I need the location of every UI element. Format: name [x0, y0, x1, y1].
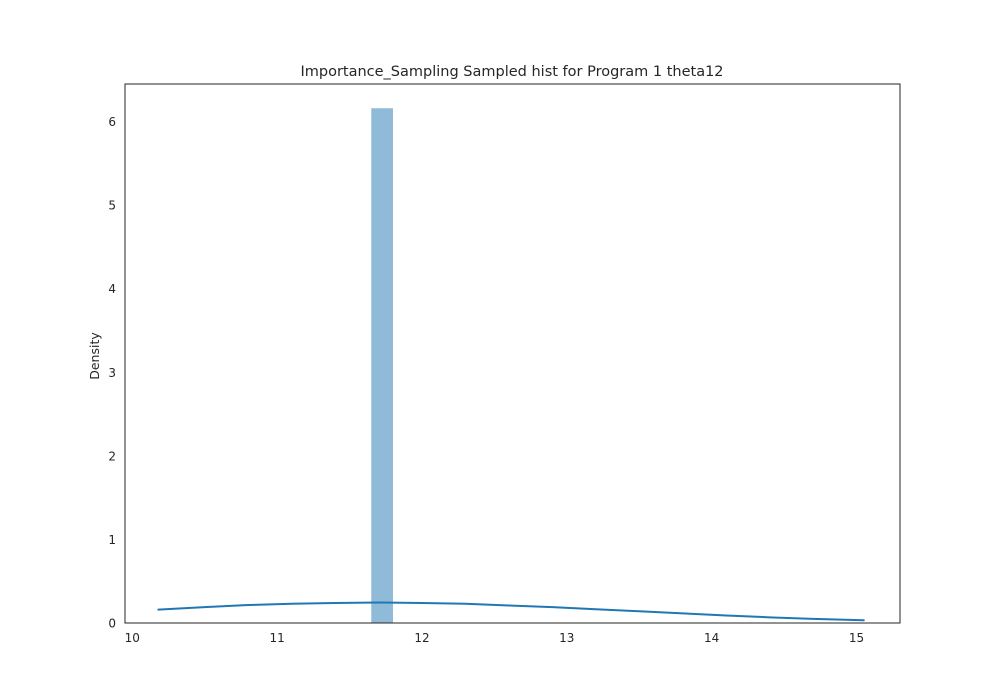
- y-tick-label: 4: [108, 282, 116, 296]
- y-tick-label: 2: [108, 449, 116, 463]
- y-axis-label: Density: [87, 332, 102, 380]
- x-tick-label: 15: [849, 631, 864, 645]
- x-tick-label: 10: [125, 631, 140, 645]
- x-tick-label: 14: [704, 631, 719, 645]
- x-tick-label: 12: [414, 631, 429, 645]
- y-tick-label: 3: [108, 366, 116, 380]
- plot-frame: [124, 83, 901, 624]
- x-tick-label: 11: [269, 631, 284, 645]
- x-tick-label: 13: [559, 631, 574, 645]
- plot-marks: [157, 108, 865, 623]
- histogram-bar: [371, 108, 393, 623]
- kde-line: [157, 601, 865, 622]
- y-tick-label: 5: [108, 199, 116, 213]
- chart-title: Importance_Sampling Sampled hist for Pro…: [300, 64, 723, 80]
- y-tick-label: 1: [108, 533, 116, 547]
- y-tick-label: 6: [108, 115, 116, 129]
- y-tick-label: 0: [108, 617, 116, 631]
